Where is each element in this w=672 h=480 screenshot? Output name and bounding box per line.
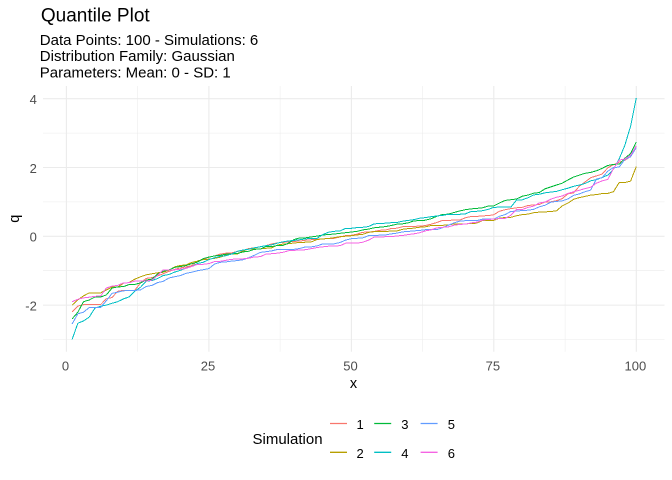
svg-text:Parameters: Mean: 0 - SD: 1: Parameters: Mean: 0 - SD: 1 — [40, 65, 231, 82]
svg-text:-2: -2 — [25, 298, 37, 313]
svg-text:2: 2 — [357, 446, 364, 461]
svg-text:Data Points: 100 - Simulations: Data Points: 100 - Simulations: 6 — [40, 32, 258, 49]
svg-text:4: 4 — [401, 446, 408, 461]
svg-text:Quantile Plot: Quantile Plot — [41, 5, 151, 26]
svg-text:50: 50 — [343, 358, 357, 373]
svg-text:6: 6 — [448, 446, 455, 461]
svg-text:0: 0 — [62, 358, 69, 373]
svg-text:5: 5 — [448, 417, 455, 432]
svg-text:4: 4 — [30, 92, 37, 107]
svg-text:Simulation: Simulation — [253, 431, 323, 448]
svg-text:3: 3 — [401, 417, 408, 432]
svg-text:75: 75 — [486, 358, 500, 373]
svg-text:0: 0 — [30, 230, 37, 245]
svg-text:100: 100 — [625, 358, 647, 373]
svg-text:1: 1 — [357, 417, 364, 432]
svg-text:Distribution Family: Gaussian: Distribution Family: Gaussian — [40, 48, 235, 65]
svg-text:25: 25 — [201, 358, 215, 373]
svg-text:x: x — [350, 376, 358, 392]
svg-text:q: q — [7, 215, 23, 223]
svg-text:2: 2 — [30, 161, 37, 176]
